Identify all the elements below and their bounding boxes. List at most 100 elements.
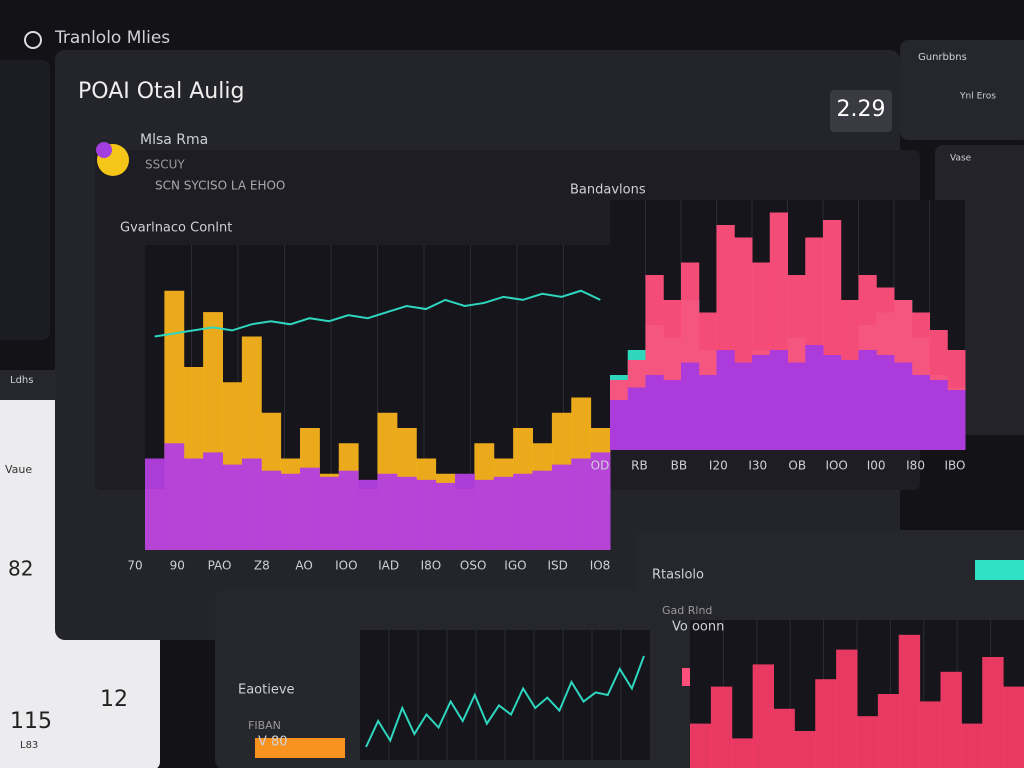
chart-title: Bandavlons (570, 183, 646, 198)
x-tick-label: I20 (709, 459, 728, 473)
bar (929, 380, 948, 450)
side-item: L83 (20, 740, 38, 751)
bar (911, 375, 930, 450)
bar (319, 476, 340, 550)
bar (241, 458, 262, 550)
chart-title: Eaotieve (238, 683, 295, 698)
bar (590, 452, 611, 550)
main-title: POAI Otal Aulig (78, 79, 244, 104)
bar (877, 694, 900, 768)
bar (455, 473, 475, 550)
bar (571, 458, 592, 550)
chart-sub: FIBAN (248, 719, 281, 732)
bar (857, 716, 879, 768)
badge: 2.29 (837, 97, 886, 122)
right-card (900, 40, 1024, 140)
right-item: Gunrbbns (918, 52, 967, 63)
bar (681, 362, 700, 450)
bar (894, 362, 913, 450)
x-tick-label: I30 (748, 459, 767, 473)
bar (261, 470, 282, 550)
bar (940, 671, 962, 768)
bar (610, 400, 629, 450)
chart-sub: Gad Rlnd (662, 604, 712, 617)
bar (961, 723, 983, 768)
bar (358, 479, 378, 550)
bar (919, 701, 941, 768)
bar (377, 473, 398, 550)
avatar-dot (96, 142, 112, 158)
bar (222, 464, 243, 550)
x-tick-label: RB (631, 459, 648, 473)
bar (627, 387, 646, 450)
x-tick-label: 90 (170, 559, 185, 573)
bar (716, 350, 735, 450)
x-tick-label: BB (671, 459, 687, 473)
bar (836, 649, 858, 768)
side-item: Ldhs (10, 375, 33, 386)
x-tick-label: OB (788, 459, 806, 473)
bar (396, 476, 417, 550)
logo (24, 31, 42, 49)
progress (975, 560, 1024, 580)
line (154, 289, 601, 338)
app-title: Tranlolo Mlies (54, 28, 170, 48)
bar (532, 470, 553, 550)
x-tick-label: Z8 (254, 559, 270, 573)
bar (823, 355, 842, 450)
profile-line: SCN SYCISO LA EHOO (155, 179, 285, 193)
orange-bar (255, 738, 345, 758)
chart-label: Vo oonn (672, 620, 724, 635)
bar (710, 686, 733, 768)
bar (338, 470, 359, 550)
bar (947, 390, 966, 450)
x-tick-label: OSO (460, 559, 487, 573)
bar (769, 350, 788, 450)
x-tick-label: IOO (825, 459, 847, 473)
bar (203, 452, 223, 550)
bar (858, 350, 877, 450)
side-item: Vaue (5, 463, 32, 476)
x-tick-label: IGO (504, 559, 526, 573)
right-item: Ynl Eros (959, 92, 996, 102)
x-tick-label: 70 (127, 559, 142, 573)
bar (663, 380, 682, 450)
bar (731, 738, 754, 768)
side-value: 115 (10, 709, 52, 734)
bar (982, 657, 1004, 768)
x-tick-label: ISD (548, 559, 568, 573)
bar (752, 355, 771, 450)
x-tick-label: IAD (378, 559, 399, 573)
bar (876, 355, 895, 450)
badge-box (830, 90, 892, 132)
bar (645, 375, 664, 450)
bar (513, 473, 533, 550)
bar (840, 360, 859, 450)
right-item: Vase (950, 154, 972, 164)
bar (300, 467, 320, 550)
bar (183, 458, 204, 550)
side-value: 82 (8, 557, 33, 581)
x-tick-label: OD (591, 459, 610, 473)
bar (280, 473, 301, 550)
side-value: 12 (100, 687, 128, 712)
profile-sub: SSCUY (145, 158, 185, 172)
bar (145, 458, 165, 550)
bar (752, 664, 774, 768)
x-tick-label: IO8 (590, 559, 611, 573)
bar (698, 375, 717, 450)
chart-title: Gvarlnaco Conlnt (120, 221, 232, 236)
line (365, 655, 645, 748)
bar (898, 634, 921, 768)
bar (690, 723, 712, 768)
bar (551, 464, 572, 550)
bar (794, 731, 816, 768)
bar (435, 482, 456, 550)
profile-name: Mlsa Rma (140, 132, 208, 148)
bar (815, 679, 837, 768)
x-tick-label: I00 (867, 459, 886, 473)
x-tick-label: PAO (208, 559, 232, 573)
bar (773, 708, 795, 768)
